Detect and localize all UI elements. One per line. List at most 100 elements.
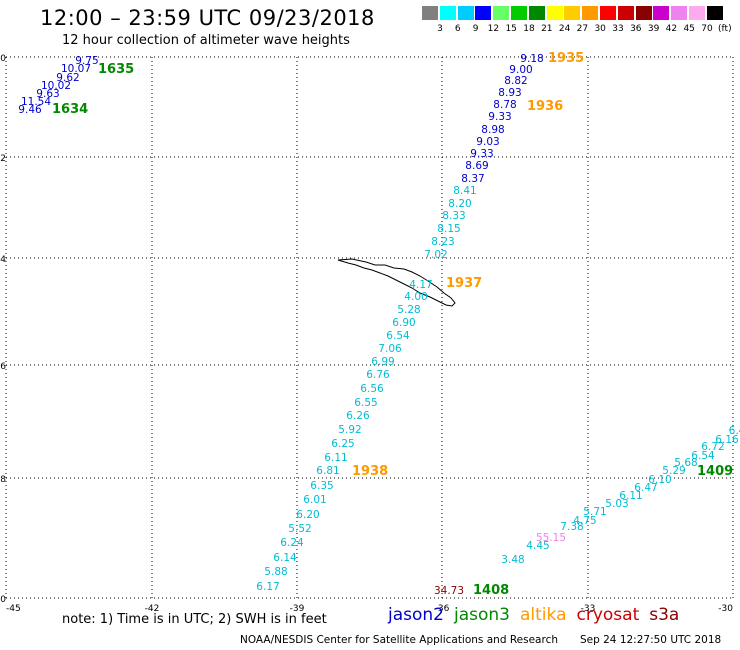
- legend-level: 45: [683, 24, 695, 34]
- legend-level: 6: [454, 24, 461, 34]
- satellite-jason2: jason2: [388, 605, 444, 625]
- wave-height-label: 6.26: [346, 410, 370, 422]
- wave-height-label: 9.46: [18, 104, 42, 116]
- legend-level: 33: [612, 24, 624, 34]
- wave-height-label: 6.24: [280, 537, 304, 549]
- track-se-track: 3.484.4555.157.384.755.715.036.116.476.1…: [501, 425, 740, 566]
- generated-timestamp: Sep 24 12:27:50 UTC 2018: [580, 634, 722, 646]
- wave-height-label: 6.72: [701, 441, 724, 453]
- legend-swatch: [439, 6, 456, 20]
- wave-height-label: 6.76: [366, 369, 390, 381]
- chart-title: 12:00 – 23:59 UTC 09/23/2018: [40, 6, 375, 30]
- wave-height-label: 8.82: [504, 75, 527, 87]
- wave-height-label: 6.17: [256, 581, 279, 593]
- wave-height-label: 8.41: [453, 185, 476, 197]
- wave-height-label: 7.02: [424, 249, 447, 261]
- pass-time-label: 1936: [527, 99, 563, 114]
- wave-height-label: 8.37: [461, 173, 484, 185]
- legend-swatch: [457, 6, 474, 20]
- wave-height-label: 9.18: [520, 53, 543, 65]
- wave-height-label: 5.68: [674, 457, 697, 469]
- wave-height-label: 6.54: [386, 330, 410, 342]
- wave-height-label: 8.78: [493, 99, 516, 111]
- legend-level: 42: [665, 24, 678, 34]
- legend-swatch: [600, 6, 616, 20]
- wave-height-label: 8.98: [481, 124, 504, 136]
- legend-swatch: [493, 6, 510, 20]
- wave-height-label: 6.55: [354, 397, 377, 409]
- legend-level: 9: [472, 24, 479, 34]
- wave-height-label: 9.33: [470, 148, 493, 160]
- lat-tick-label: -58: [0, 475, 6, 485]
- wave-height-label: 8.15: [437, 223, 460, 235]
- lon-tick-label: -36: [435, 604, 450, 614]
- legend-swatch: [511, 6, 527, 20]
- south-georgia-island-outline: [337, 258, 456, 307]
- satellite-cryosat: cryosat: [576, 605, 640, 625]
- legend-swatch: [564, 6, 581, 20]
- lat-tick-label: -56: [0, 362, 6, 372]
- wave-height-label: 4.45: [526, 540, 549, 552]
- pass-time-label: 1634: [52, 102, 88, 117]
- wave-height-label: 6.10: [648, 474, 671, 486]
- wave-height-label: 4.75: [573, 515, 596, 527]
- pass-time-label: 1635: [98, 62, 134, 77]
- legend-level: 18: [523, 24, 535, 34]
- wave-height-label: 6.25: [331, 438, 354, 450]
- altimeter-tracks: 9.7510.079.6210.029.6311.549.469.189.008…: [18, 53, 740, 597]
- legend-level: 39: [647, 24, 660, 34]
- wave-height-label: 6.35: [310, 480, 333, 492]
- wave-height-label: 6.99: [371, 356, 394, 368]
- wave-height-label: 5.88: [264, 566, 287, 578]
- wave-height-label: 8.23: [431, 236, 454, 248]
- wave-height-label: 8.33: [442, 210, 465, 222]
- wave-height-label: 9.63: [36, 88, 59, 100]
- lon-tick-label: -30: [718, 604, 733, 614]
- lat-tick-label: -60: [0, 595, 6, 605]
- wave-height-label: 9.33: [488, 111, 511, 123]
- legend-level: 3: [437, 24, 443, 34]
- legend-swatch: [689, 6, 705, 20]
- lat-tick-label: -52: [0, 154, 6, 164]
- wave-height-label: 9.62: [56, 72, 79, 84]
- wave-height-label: 4.17: [409, 279, 432, 291]
- wave-height-label: 10.07: [61, 63, 91, 75]
- wave-height-label: 5.71: [583, 506, 606, 518]
- pass-time-label: 1409: [697, 464, 733, 479]
- lon-tick-label: -33: [581, 604, 596, 614]
- wave-height-label: 5.29: [662, 465, 685, 477]
- pass-time-label: 1935: [548, 51, 584, 66]
- wave-height-label: 6.16: [715, 434, 739, 446]
- legend-level: 27: [576, 24, 589, 34]
- axis-labels: -50 -52 -54 -56 -58 -60-45 -42 -39 -36 -33 -30: [0, 54, 733, 614]
- wave-height-label: 55.15: [536, 532, 566, 544]
- pass-time-label: 1937: [446, 276, 482, 291]
- track-central-track: 9.189.008.828.938.789.338.989.039.338.69…: [256, 53, 543, 593]
- wave-height-label: 9.00: [509, 64, 532, 76]
- wave-height-label: 6.11: [619, 490, 642, 502]
- legend-level: 24: [558, 24, 571, 34]
- lon-tick-label: -42: [145, 604, 160, 614]
- pass-time-labels: 1635 1634 1935 1936 1937 1938 1409 1408: [52, 51, 733, 598]
- lat-tick-label: -50: [0, 54, 6, 64]
- wave-height-label: 6.20: [296, 509, 319, 521]
- legend-level: 36: [630, 24, 642, 34]
- wave-height-label: 6.01: [303, 494, 326, 506]
- legend-swatch: [706, 6, 723, 20]
- legend-level: 70: [701, 24, 713, 34]
- wave-height-label: 5.28: [397, 304, 420, 316]
- wave-height-label: 6.81: [316, 465, 339, 477]
- credit-line: NOAA/NESDIS Center for Satellite Applica…: [240, 634, 558, 646]
- wave-height-label: 3.48: [501, 554, 524, 566]
- footnote: note: 1) Time is in UTC; 2) SWH is in fe…: [62, 612, 327, 627]
- wave-height-label: 4.00: [404, 291, 427, 303]
- wave-height-label: 6.90: [392, 317, 415, 329]
- wave-height-label: 6.11: [324, 452, 347, 464]
- wave-height-label: 10.02: [41, 80, 71, 92]
- legend-swatch: [653, 6, 670, 20]
- satellite-s3a: s3a: [649, 605, 680, 625]
- satellite-altika: altika: [520, 605, 567, 625]
- wave-height-label: 8.69: [465, 160, 488, 172]
- map-grid: [5, 56, 734, 599]
